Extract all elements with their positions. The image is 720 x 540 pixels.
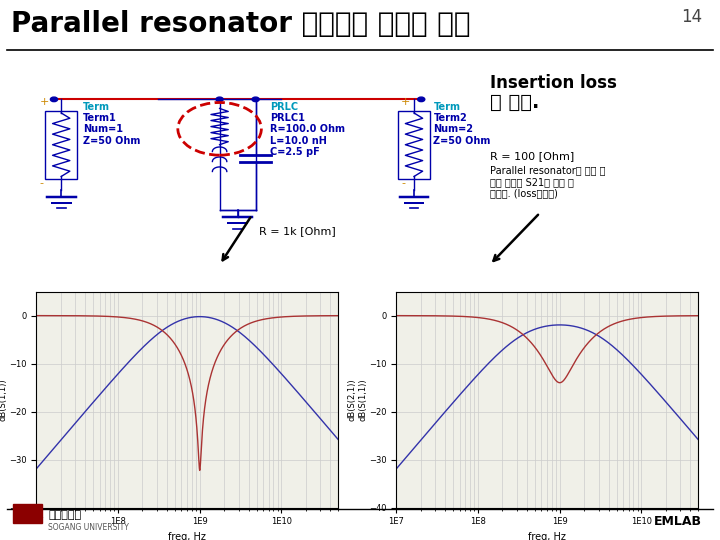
Text: Term: Term	[83, 102, 109, 112]
Polygon shape	[13, 504, 42, 523]
Text: Insertion loss: Insertion loss	[490, 75, 616, 92]
Circle shape	[418, 97, 425, 102]
X-axis label: freq, Hz: freq, Hz	[168, 532, 206, 540]
Text: 가 커짐.: 가 커짐.	[490, 92, 539, 112]
Text: PRLC: PRLC	[270, 102, 298, 112]
Circle shape	[252, 97, 259, 102]
Circle shape	[216, 97, 223, 102]
Text: SOGANG UNIVERSITY: SOGANG UNIVERSITY	[48, 523, 129, 532]
Text: -: -	[40, 178, 44, 188]
Text: Num=2: Num=2	[433, 124, 474, 134]
Circle shape	[50, 97, 58, 102]
Text: 14: 14	[681, 8, 702, 26]
Text: Parallel resonator 회로에서 저항의 효과: Parallel resonator 회로에서 저항의 효과	[11, 10, 470, 38]
Y-axis label: dB(S(2,1))
dB(S(1,1)): dB(S(2,1)) dB(S(1,1))	[348, 379, 367, 421]
Text: R = 1k [Ohm]: R = 1k [Ohm]	[259, 226, 336, 237]
Text: L=10.0 nH: L=10.0 nH	[270, 136, 327, 146]
FancyBboxPatch shape	[45, 111, 77, 179]
Text: -: -	[401, 178, 405, 188]
Text: EMLAB: EMLAB	[654, 515, 702, 528]
X-axis label: freq, Hz: freq, Hz	[528, 532, 566, 540]
Text: Z=50 Ohm: Z=50 Ohm	[83, 136, 140, 146]
Text: R=100.0 Ohm: R=100.0 Ohm	[270, 124, 345, 134]
Text: Term2: Term2	[433, 113, 467, 123]
Text: PRLC1: PRLC1	[270, 113, 305, 123]
Y-axis label: dB(S(2,1))
dB(S(1,1)): dB(S(2,1)) dB(S(1,1))	[0, 379, 7, 421]
Text: Parallel resonator의 병렬 저
항이 작으면 S21의 값이 작
아진다. (loss때문에): Parallel resonator의 병렬 저 항이 작으면 S21의 값이 …	[490, 165, 605, 198]
Text: +: +	[40, 97, 49, 106]
Text: 서강대학교: 서강대학교	[48, 510, 81, 520]
Text: Term1: Term1	[83, 113, 117, 123]
Text: Z=50 Ohm: Z=50 Ohm	[433, 136, 491, 146]
Text: Term: Term	[433, 102, 461, 112]
Text: R = 100 [Ohm]: R = 100 [Ohm]	[490, 152, 574, 161]
Text: Num=1: Num=1	[83, 124, 123, 134]
Text: C=2.5 pF: C=2.5 pF	[270, 147, 320, 157]
FancyBboxPatch shape	[398, 111, 430, 179]
Text: +: +	[401, 97, 410, 106]
